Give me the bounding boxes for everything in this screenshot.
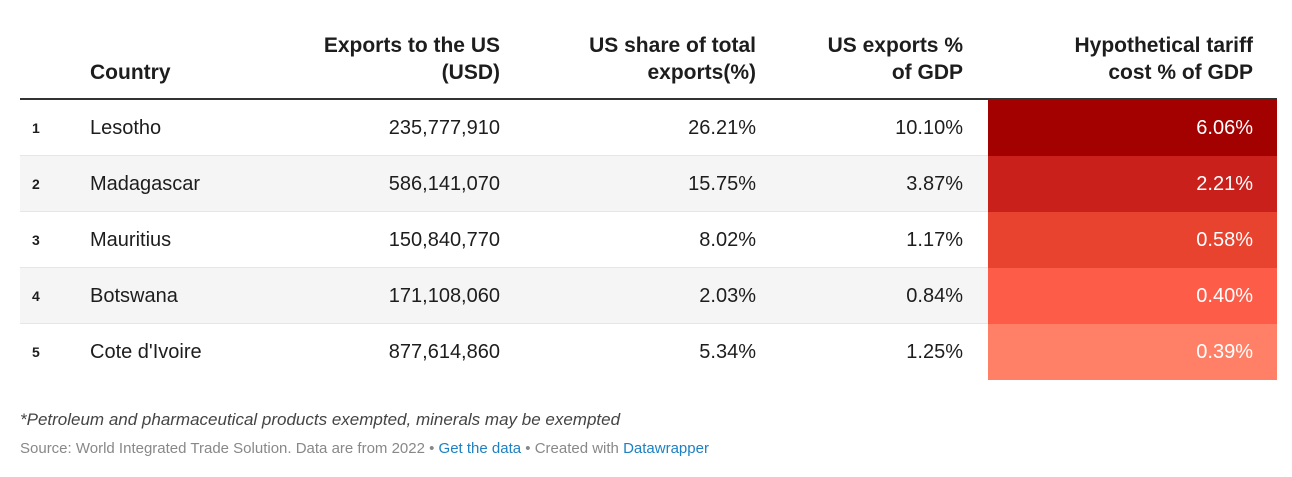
tariff-cell: 0.39% bbox=[988, 324, 1277, 380]
exports-cell: 150,840,770 bbox=[388, 229, 500, 251]
gdp-cell: 0.84% bbox=[906, 285, 963, 307]
gdp-cell: 1.25% bbox=[906, 341, 963, 363]
gdp-cell: 3.87% bbox=[906, 173, 963, 195]
gdp-cell: 1.17% bbox=[906, 229, 963, 251]
tariff-cell: 6.06% bbox=[988, 100, 1277, 156]
country-cell: Cote d'Ivoire bbox=[90, 341, 202, 363]
gdp-cell: 10.10% bbox=[895, 117, 963, 139]
tariff-cell: 2.21% bbox=[988, 156, 1277, 212]
share-cell: 2.03% bbox=[699, 285, 756, 307]
rank-cell: 2 bbox=[32, 176, 40, 192]
table-row: 1 Lesotho 235,777,910 26.21% 10.10% 6.06… bbox=[20, 100, 1277, 156]
data-table: Country Exports to the US (USD) US share… bbox=[20, 0, 1277, 380]
get-the-data-link[interactable]: Get the data bbox=[438, 440, 522, 457]
rank-cell: 5 bbox=[32, 344, 40, 360]
rank-cell: 4 bbox=[32, 288, 40, 304]
country-cell: Botswana bbox=[90, 285, 178, 307]
share-cell: 5.34% bbox=[699, 341, 756, 363]
table-header: Country Exports to the US (USD) US share… bbox=[20, 0, 1277, 100]
rank-cell: 3 bbox=[32, 232, 40, 248]
datawrapper-link[interactable]: Datawrapper bbox=[623, 440, 709, 457]
header-country[interactable]: Country bbox=[90, 61, 171, 84]
table-row: 5 Cote d'Ivoire 877,614,860 5.34% 1.25% … bbox=[20, 324, 1277, 380]
exports-cell: 235,777,910 bbox=[388, 117, 500, 139]
table-row: 4 Botswana 171,108,060 2.03% 0.84% 0.40% bbox=[20, 268, 1277, 324]
tariff-cell: 0.40% bbox=[988, 268, 1277, 324]
source-line: Source: World Integrated Trade Solution.… bbox=[20, 440, 709, 457]
tariff-cell: 0.58% bbox=[988, 212, 1277, 268]
header-exports[interactable]: Exports to the US (USD) bbox=[323, 34, 500, 84]
share-cell: 8.02% bbox=[699, 229, 756, 251]
footnote: *Petroleum and pharmaceutical products e… bbox=[20, 410, 621, 429]
country-cell: Madagascar bbox=[90, 173, 201, 195]
table-body: 1 Lesotho 235,777,910 26.21% 10.10% 6.06… bbox=[20, 100, 1277, 380]
table-row: 2 Madagascar 586,141,070 15.75% 3.87% 2.… bbox=[20, 156, 1277, 212]
country-cell: Lesotho bbox=[90, 117, 162, 139]
exports-cell: 586,141,070 bbox=[388, 173, 500, 195]
header-tariff[interactable]: Hypothetical tariff cost % of GDP bbox=[1074, 34, 1253, 84]
source-text: Source: World Integrated Trade Solution.… bbox=[20, 440, 439, 457]
share-cell: 15.75% bbox=[688, 173, 756, 195]
header-gdp[interactable]: US exports % of GDP bbox=[827, 34, 963, 84]
rank-cell: 1 bbox=[32, 120, 40, 136]
share-cell: 26.21% bbox=[688, 117, 756, 139]
exports-cell: 877,614,860 bbox=[388, 341, 500, 363]
table-row: 3 Mauritius 150,840,770 8.02% 1.17% 0.58… bbox=[20, 212, 1277, 268]
header-share[interactable]: US share of total exports(%) bbox=[589, 34, 756, 84]
exports-cell: 171,108,060 bbox=[388, 285, 500, 307]
source-middle-text: • Created with bbox=[521, 440, 624, 457]
country-cell: Mauritius bbox=[90, 229, 172, 251]
